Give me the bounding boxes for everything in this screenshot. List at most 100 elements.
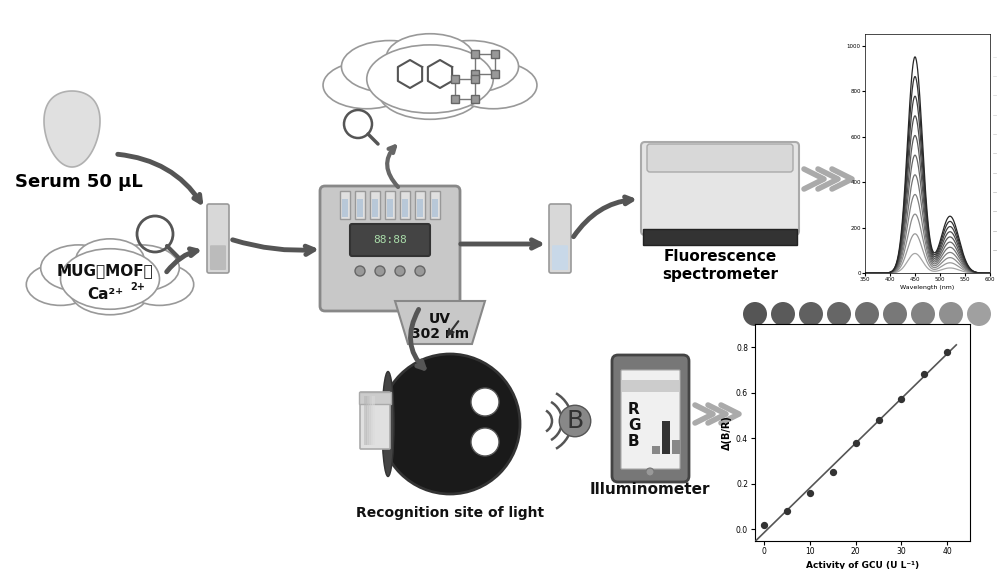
- Text: R: R: [628, 402, 640, 417]
- Circle shape: [939, 302, 963, 326]
- Circle shape: [799, 302, 823, 326]
- Ellipse shape: [41, 245, 116, 291]
- FancyBboxPatch shape: [320, 186, 460, 311]
- Text: MUG、MOF、: MUG、MOF、: [57, 263, 153, 278]
- Circle shape: [827, 302, 851, 326]
- Bar: [430, 191, 440, 219]
- Circle shape: [855, 302, 879, 326]
- FancyBboxPatch shape: [350, 224, 430, 256]
- Ellipse shape: [386, 34, 474, 81]
- Bar: [672, 440, 680, 454]
- Bar: [471, 70, 479, 78]
- Circle shape: [646, 468, 654, 476]
- Circle shape: [375, 266, 385, 276]
- Bar: [385, 191, 395, 219]
- Bar: [471, 75, 479, 83]
- FancyBboxPatch shape: [621, 370, 680, 469]
- Circle shape: [415, 266, 425, 276]
- Bar: [368, 396, 371, 445]
- Bar: [471, 50, 479, 58]
- Ellipse shape: [26, 263, 95, 306]
- Point: [893, 395, 909, 404]
- Bar: [370, 396, 373, 445]
- Bar: [415, 191, 425, 219]
- Text: Ca²⁺: Ca²⁺: [87, 287, 123, 302]
- Text: —: —: [992, 248, 997, 253]
- Ellipse shape: [450, 61, 537, 109]
- Circle shape: [911, 302, 935, 326]
- Bar: [491, 70, 499, 78]
- Bar: [355, 191, 365, 219]
- FancyBboxPatch shape: [210, 245, 226, 270]
- Bar: [366, 396, 369, 445]
- FancyBboxPatch shape: [612, 355, 689, 482]
- Bar: [471, 95, 479, 103]
- Bar: [451, 95, 459, 103]
- Ellipse shape: [70, 265, 150, 315]
- Ellipse shape: [104, 245, 179, 291]
- Circle shape: [380, 354, 520, 494]
- Point: [939, 347, 955, 356]
- Bar: [370, 191, 380, 219]
- Bar: [451, 75, 459, 83]
- X-axis label: Wavelength (nm): Wavelength (nm): [900, 285, 955, 290]
- Circle shape: [967, 302, 991, 326]
- Text: —: —: [992, 209, 997, 214]
- Bar: [622, 380, 679, 392]
- Bar: [357, 199, 363, 217]
- Ellipse shape: [382, 372, 394, 476]
- Text: —: —: [992, 229, 997, 233]
- Ellipse shape: [367, 45, 493, 113]
- Ellipse shape: [76, 239, 144, 281]
- Text: 302 nm: 302 nm: [411, 327, 469, 341]
- FancyBboxPatch shape: [552, 245, 568, 270]
- Ellipse shape: [341, 40, 438, 93]
- Bar: [643, 229, 797, 245]
- FancyBboxPatch shape: [207, 204, 229, 273]
- Circle shape: [743, 302, 767, 326]
- Ellipse shape: [323, 61, 410, 109]
- Text: 88:88: 88:88: [373, 235, 407, 245]
- Text: UV: UV: [429, 312, 451, 326]
- Bar: [432, 199, 438, 217]
- Circle shape: [471, 428, 499, 456]
- Bar: [387, 199, 393, 217]
- Point: [848, 438, 864, 447]
- Bar: [402, 199, 408, 217]
- Text: —: —: [992, 74, 997, 79]
- Ellipse shape: [60, 249, 160, 309]
- Text: B: B: [628, 434, 640, 448]
- FancyBboxPatch shape: [641, 142, 799, 235]
- FancyBboxPatch shape: [360, 392, 390, 449]
- Point: [779, 506, 795, 516]
- FancyBboxPatch shape: [647, 144, 793, 172]
- Polygon shape: [44, 91, 100, 167]
- Bar: [364, 396, 367, 445]
- Bar: [400, 191, 410, 219]
- Bar: [372, 396, 375, 445]
- Bar: [372, 199, 378, 217]
- Text: Recognition site of light: Recognition site of light: [356, 506, 544, 520]
- Text: —: —: [992, 55, 997, 59]
- X-axis label: Activity of GCU (U L⁻¹): Activity of GCU (U L⁻¹): [806, 560, 919, 569]
- Text: Fluorescence: Fluorescence: [663, 249, 777, 264]
- Point: [756, 520, 772, 529]
- Text: —: —: [992, 190, 997, 195]
- Text: —: —: [992, 151, 997, 156]
- Point: [825, 468, 841, 477]
- Point: [916, 370, 932, 379]
- Bar: [491, 50, 499, 58]
- Text: —: —: [992, 93, 997, 98]
- Polygon shape: [395, 301, 485, 344]
- Point: [802, 488, 818, 497]
- Circle shape: [471, 388, 499, 416]
- Text: —: —: [992, 113, 997, 117]
- Point: [871, 415, 887, 424]
- Bar: [662, 421, 670, 454]
- Bar: [342, 199, 348, 217]
- Circle shape: [355, 266, 365, 276]
- Bar: [340, 191, 350, 219]
- Ellipse shape: [422, 40, 519, 93]
- FancyBboxPatch shape: [549, 204, 571, 273]
- Circle shape: [771, 302, 795, 326]
